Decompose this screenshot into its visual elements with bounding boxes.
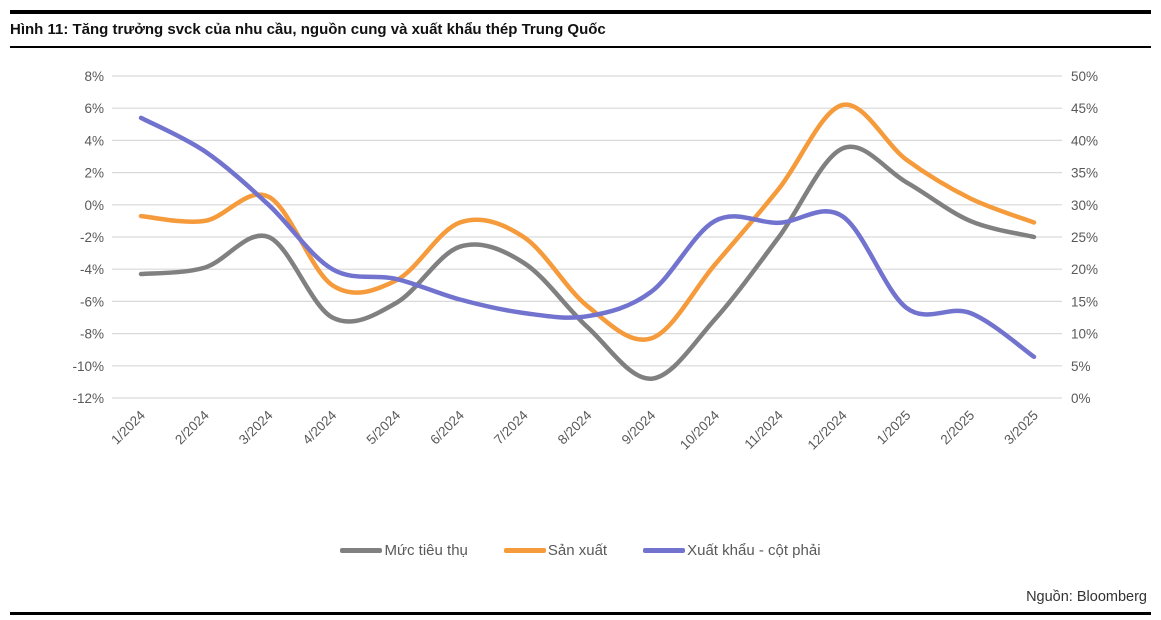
figure-title: Hình 11: Tăng trưởng svck của nhu cầu, n… (10, 21, 606, 38)
x-axis-tick: 7/2024 (491, 407, 531, 447)
x-axis-tick: 2/2024 (172, 407, 212, 447)
x-axis-tick: 3/2024 (236, 407, 276, 447)
x-axis-tick: 12/2024 (805, 407, 850, 452)
left-axis-tick: -2% (80, 230, 104, 245)
x-axis-tick: 4/2024 (300, 407, 340, 447)
series-line-1 (138, 102, 1037, 342)
legend-swatch-icon (503, 548, 546, 553)
bottom-divider (10, 612, 1151, 615)
line-chart: 8% 6% 4% 2% 0% -2% -4% -6% -8% -10% -12% 50% 45% 40% 3… (72, 69, 1098, 453)
x-axis-tick: 5/2024 (363, 407, 403, 447)
left-axis-tick: 8% (84, 69, 104, 84)
left-axis-tick: -10% (72, 359, 104, 374)
x-axis-labels: 1/2024 2/2024 3/2024 4/2024 5/2024 6/2024 7/20… (108, 407, 1041, 452)
legend-label: Xuất khẩu - cột phải (687, 542, 821, 559)
legend-item-1: Sản xuất (503, 542, 608, 559)
right-axis-tick: 5% (1071, 359, 1091, 374)
right-axis-tick: 35% (1071, 166, 1098, 181)
gridlines (112, 75, 1062, 399)
x-axis-tick: 8/2024 (555, 407, 595, 447)
x-axis-tick: 10/2024 (677, 407, 722, 452)
top-divider (10, 10, 1151, 14)
right-axis-tick: 25% (1071, 230, 1098, 245)
x-axis-tick: 9/2024 (619, 407, 659, 447)
right-axis-tick: 0% (1071, 391, 1091, 406)
left-axis-tick: 0% (84, 198, 104, 213)
chart-legend: Mức tiêu thụ Sản xuất Xuất khẩu - cột phải (0, 542, 1161, 559)
x-axis-tick: 2/2025 (938, 408, 978, 448)
x-axis-tick: 1/2024 (108, 407, 148, 447)
right-axis-tick: 30% (1071, 198, 1098, 213)
left-axis-tick: 6% (84, 101, 104, 116)
left-axis-labels: 8% 6% 4% 2% 0% -2% -4% -6% -8% -10% -12% (72, 69, 104, 406)
left-axis-tick: 2% (84, 166, 104, 181)
series-lines (138, 102, 1037, 381)
x-axis-tick: 3/2025 (1001, 408, 1041, 448)
legend-item-2: Xuất khẩu - cột phải (643, 542, 821, 559)
legend-swatch-icon (340, 548, 383, 553)
legend-label: Mức tiêu thụ (384, 542, 468, 559)
left-axis-tick: -8% (80, 327, 104, 342)
left-axis-tick: -4% (80, 262, 104, 277)
title-divider (10, 46, 1151, 48)
left-axis-tick: -12% (72, 391, 104, 406)
legend-item-0: Mức tiêu thụ (340, 542, 468, 559)
x-axis-tick: 1/2025 (874, 408, 914, 448)
right-axis-labels: 50% 45% 40% 35% 30% 25% 20% 15% 10% 5% 0% (1071, 69, 1098, 406)
legend-label: Sản xuất (547, 542, 608, 559)
right-axis-tick: 40% (1071, 133, 1098, 148)
x-axis-tick: 11/2024 (742, 407, 787, 452)
right-axis-tick: 50% (1071, 69, 1098, 84)
legend-swatch-icon (643, 548, 686, 553)
right-axis-tick: 20% (1071, 262, 1098, 277)
left-axis-tick: 4% (84, 133, 104, 148)
right-axis-tick: 15% (1071, 294, 1098, 309)
series-line-2 (138, 115, 1037, 360)
right-axis-tick: 10% (1071, 327, 1098, 342)
source-note: Nguồn: Bloomberg (1026, 589, 1147, 605)
left-axis-tick: -6% (80, 294, 104, 309)
x-axis-tick: 6/2024 (427, 407, 467, 447)
series-line-0 (138, 144, 1037, 381)
right-axis-tick: 45% (1071, 101, 1098, 116)
